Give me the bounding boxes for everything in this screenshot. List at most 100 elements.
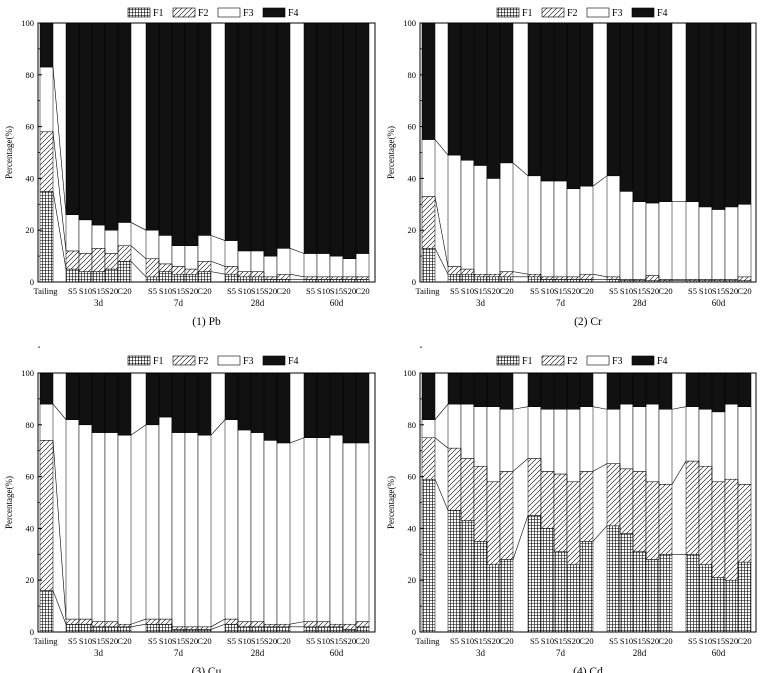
y-tick-label: 40 <box>408 523 417 533</box>
bar-segment-f1 <box>698 564 713 633</box>
bar-segment-f3 <box>263 255 278 278</box>
bar-segment-f2 <box>645 481 660 560</box>
bar-segment-f4 <box>197 372 212 436</box>
bar-segment-f4 <box>447 22 462 156</box>
bar-segment-f4 <box>237 22 252 252</box>
bar-group <box>606 22 621 283</box>
bar-segment-f2 <box>104 621 119 628</box>
connector-line <box>210 260 226 267</box>
legend: F1 F2 F3 F4 <box>127 355 299 367</box>
bar-segment-f2 <box>342 623 357 630</box>
bar-segment-f3 <box>65 419 80 620</box>
bar-segment-f1 <box>486 276 501 283</box>
bar-segment-f1 <box>237 626 252 633</box>
bar-segment-f3 <box>658 201 673 280</box>
bar-segment-f3 <box>303 437 318 622</box>
legend-label-f4: F4 <box>288 8 299 19</box>
bar-segment-f4 <box>724 372 739 405</box>
bar-segment-f1 <box>619 533 634 633</box>
bar-segment-f4 <box>460 22 475 161</box>
bar-segment-f3 <box>540 409 555 472</box>
bar-segment-f3 <box>486 178 501 275</box>
bar-segment-f1 <box>65 268 80 283</box>
legend: F1 F2 F3 F4 <box>496 7 668 19</box>
bar-segment-f4 <box>619 22 634 192</box>
bar-group <box>78 372 93 633</box>
bar-group <box>303 372 318 633</box>
x-tick-label-sample: S5 <box>530 286 539 296</box>
bar-segment-f3 <box>250 250 265 272</box>
chart-panel-4: F1 F2 F3 F4 0 20 40 60 80 100 Percentage(%) Tailing… <box>386 346 757 673</box>
bar-segment-f3 <box>645 403 660 483</box>
bar-segment-f4 <box>104 22 119 231</box>
legend: F1 F2 F3 F4 <box>496 355 668 367</box>
connector-line <box>52 191 67 270</box>
x-tick-label-sample: S15 <box>172 286 185 296</box>
y-tick-label: 0 <box>412 627 416 637</box>
bar-group <box>91 22 106 283</box>
bar-segment-f4 <box>421 372 436 420</box>
legend-swatch-f4 <box>262 7 286 18</box>
bar-segment-f4 <box>91 22 106 226</box>
x-tick-label-sample: S15 <box>92 286 105 296</box>
x-tick-label-sample: S15 <box>712 636 725 646</box>
bar-segment-f2 <box>237 621 252 628</box>
bar-segment-f1 <box>117 261 132 283</box>
legend-label-f3: F3 <box>243 8 254 19</box>
bar-segment-f2 <box>250 271 265 278</box>
bar-segment-f1 <box>579 541 594 633</box>
bar-segment-f2 <box>329 276 344 280</box>
bar-segment-f4 <box>78 22 93 221</box>
x-tick-label-sample: S15 <box>172 636 185 646</box>
bar-segment-f4 <box>540 372 555 410</box>
connector-line <box>434 479 449 511</box>
connector-line <box>210 623 226 630</box>
bar-segment-f4 <box>579 372 594 407</box>
connector-line <box>52 67 67 215</box>
x-tick-label-sample: S5 <box>148 636 157 646</box>
bar-segment-f3 <box>171 245 186 267</box>
bar-segment-f1 <box>499 276 514 283</box>
bar-segment-f2 <box>566 276 581 280</box>
bar-segment-f4 <box>566 22 581 190</box>
bar-segment-f3 <box>117 222 132 246</box>
x-tick-label-sample: C20 <box>117 286 131 296</box>
bar-segment-f3 <box>619 191 634 280</box>
y-axis-label: Percentage(%) <box>4 126 14 179</box>
bar-group <box>473 372 488 633</box>
bar-group <box>117 372 132 633</box>
bar-segment-f3 <box>91 432 106 622</box>
bar-group <box>447 372 462 633</box>
bar-segment-f1 <box>104 626 119 633</box>
x-tick-label-sample: S15 <box>251 636 264 646</box>
bar-segment-f3 <box>117 434 132 625</box>
bar-segment-f4 <box>632 372 647 407</box>
legend-label-f2: F2 <box>198 356 209 367</box>
connector-line <box>592 175 608 187</box>
connector-line <box>512 406 529 410</box>
bar-segment-f1 <box>184 273 199 283</box>
connector-line <box>289 248 305 254</box>
x-tick-label-sample: S20 <box>185 286 198 296</box>
bar-segment-f2 <box>619 468 634 534</box>
legend-label-f1: F1 <box>153 8 164 19</box>
legend-swatch-f2 <box>541 355 565 366</box>
legend: F1 F2 F3 F4 <box>127 7 299 19</box>
legend-swatch-f3 <box>217 7 241 18</box>
legend-label-f2: F2 <box>567 8 578 19</box>
x-tick-label-sample: S20 <box>105 636 118 646</box>
bar-segment-f2 <box>460 458 475 521</box>
bar-segment-f3 <box>619 403 634 470</box>
bar-segment-f4 <box>316 372 331 438</box>
bar-segment-f4 <box>527 372 542 407</box>
x-tick-label-sample: S20 <box>264 286 277 296</box>
x-group-label: 3d <box>94 648 104 658</box>
bar-segment-f4 <box>460 372 475 405</box>
x-tick-label-sample: S5 <box>148 286 157 296</box>
bar-segment-f1 <box>224 273 239 283</box>
bar-segment-f4 <box>486 22 501 179</box>
bar-group <box>619 22 634 283</box>
x-tick-label-sample: C20 <box>197 636 211 646</box>
x-tick-label-sample: S20 <box>725 636 738 646</box>
bar-group <box>197 372 212 633</box>
